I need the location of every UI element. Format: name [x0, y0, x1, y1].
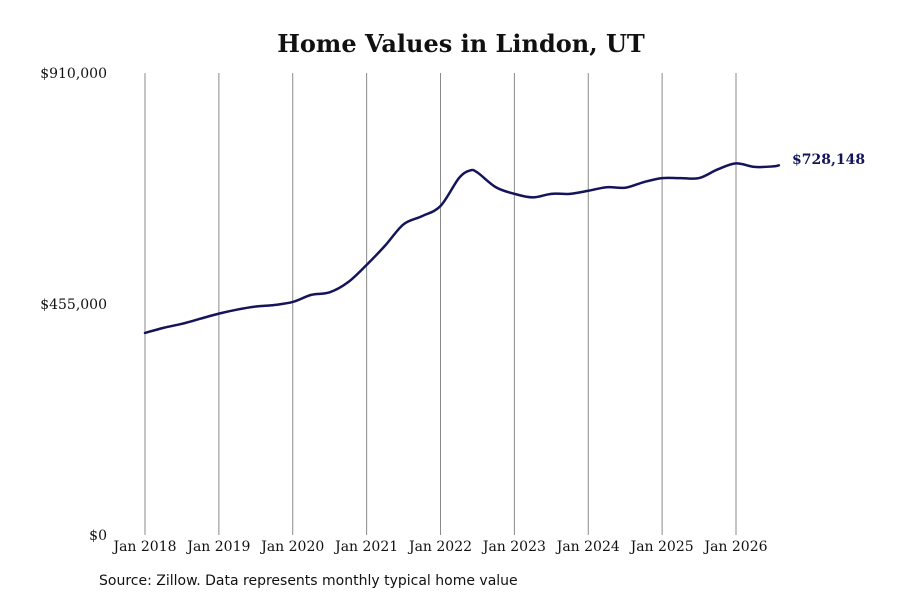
x-axis-ticks: Jan 2018 Jan 2019 Jan 2020 Jan 2021 Jan 2022… [111, 539, 767, 555]
series-layer [143, 162, 781, 335]
source-note: Source: Zillow. Data represents monthly … [99, 573, 518, 589]
end-value-label: $728,148 [792, 152, 865, 168]
x-tick-label: Jan 2021 [333, 539, 398, 555]
series-line [143, 162, 781, 335]
y-axis-ticks: $0 $455,000 $910,000 [40, 66, 107, 544]
chart-title: Home Values in Lindon, UT [277, 29, 645, 58]
y-tick-label: $455,000 [40, 297, 107, 313]
x-tick-label: Jan 2020 [259, 539, 324, 555]
x-tick-label: Jan 2025 [629, 539, 694, 555]
x-tick-label: Jan 2024 [555, 539, 620, 555]
y-tick-label: $0 [89, 528, 107, 544]
x-tick-label: Jan 2019 [185, 539, 250, 555]
x-tick-label: Jan 2026 [702, 539, 767, 555]
x-tick-label: Jan 2023 [481, 539, 546, 555]
y-tick-label: $910,000 [40, 66, 107, 82]
grid-lines [144, 73, 737, 535]
x-tick-label: Jan 2018 [111, 539, 176, 555]
x-tick-label: Jan 2022 [407, 539, 472, 555]
